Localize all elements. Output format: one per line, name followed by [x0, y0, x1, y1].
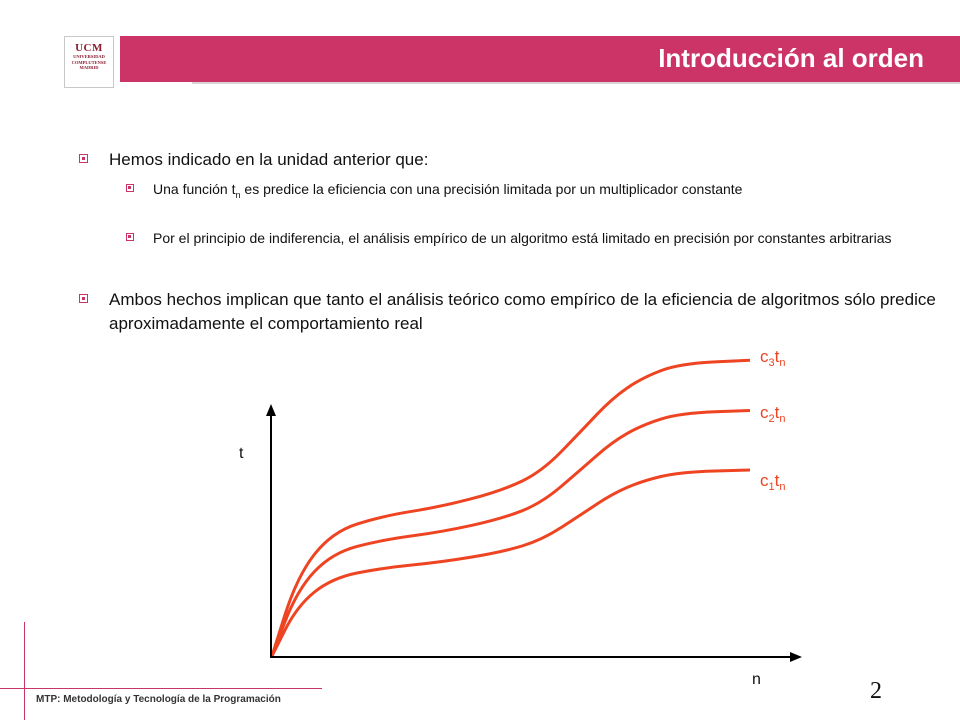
- curves-group: [270, 358, 751, 657]
- square-bullet-icon: [79, 154, 88, 163]
- y-axis-label: t: [239, 445, 244, 462]
- series-labels: c1tn c2tn c3tn: [760, 347, 785, 493]
- series-line-c1tn: [270, 468, 751, 657]
- sub-bullet-1-text: Una función tn es predice la eficiencia …: [153, 181, 743, 200]
- sub-bullet-1: Una función tn es predice la eficiencia …: [126, 180, 936, 205]
- y-axis-arrow: [266, 404, 276, 416]
- square-bullet-icon: [79, 294, 88, 303]
- square-bullet-icon: [126, 233, 134, 241]
- logo-initials: UCM: [75, 42, 103, 54]
- sub-bullet-2-text: Por el principio de indiferencia, el aná…: [153, 230, 892, 246]
- series-line-c3tn: [270, 358, 751, 657]
- logo-line-2: COMPLUTENSE: [71, 59, 107, 65]
- footer-course-name: MTP: Metodología y Tecnología de la Prog…: [36, 694, 281, 705]
- bullet-2: Ambos hechos implican que tanto el análi…: [79, 288, 939, 336]
- footer-divider: [0, 688, 322, 689]
- slide-title: Introducción al orden: [658, 43, 924, 73]
- bullet-2-text: Ambos hechos implican que tanto el análi…: [109, 290, 936, 333]
- square-bullet-icon: [126, 184, 134, 192]
- series-label-c2tn: c2tn: [760, 403, 785, 425]
- logo-line-1: UNIVERSIDAD: [73, 54, 105, 59]
- title-underline: [192, 82, 960, 84]
- series-label-c3tn: c3tn: [760, 347, 785, 369]
- bullet-1: Hemos indicado en la unidad anterior que…: [79, 148, 939, 172]
- series-label-c1tn: c1tn: [760, 471, 785, 493]
- x-axis-label: n: [752, 671, 761, 688]
- x-axis-arrow: [790, 652, 802, 662]
- footer-vertical-divider: [24, 622, 25, 720]
- series-line-c2tn: [270, 408, 751, 657]
- bullet-1-text: Hemos indicado en la unidad anterior que…: [109, 150, 429, 169]
- slide-number: 2: [870, 678, 882, 704]
- sub-bullet-2: Por el principio de indiferencia, el aná…: [126, 229, 936, 248]
- title-bar: Introducción al orden: [120, 36, 960, 82]
- logo-line-3: MADRID: [79, 65, 99, 70]
- ucm-logo: UCM UNIVERSIDAD COMPLUTENSE MADRID: [64, 36, 114, 88]
